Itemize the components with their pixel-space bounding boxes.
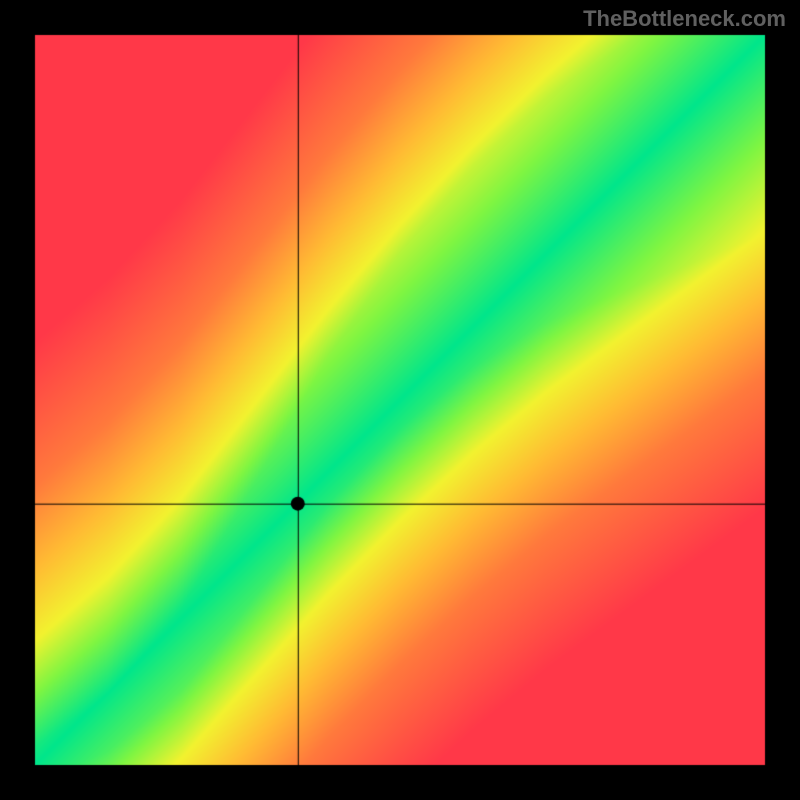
watermark-text: TheBottleneck.com [583,6,786,32]
bottleneck-heatmap-canvas [0,0,800,800]
chart-container: TheBottleneck.com [0,0,800,800]
